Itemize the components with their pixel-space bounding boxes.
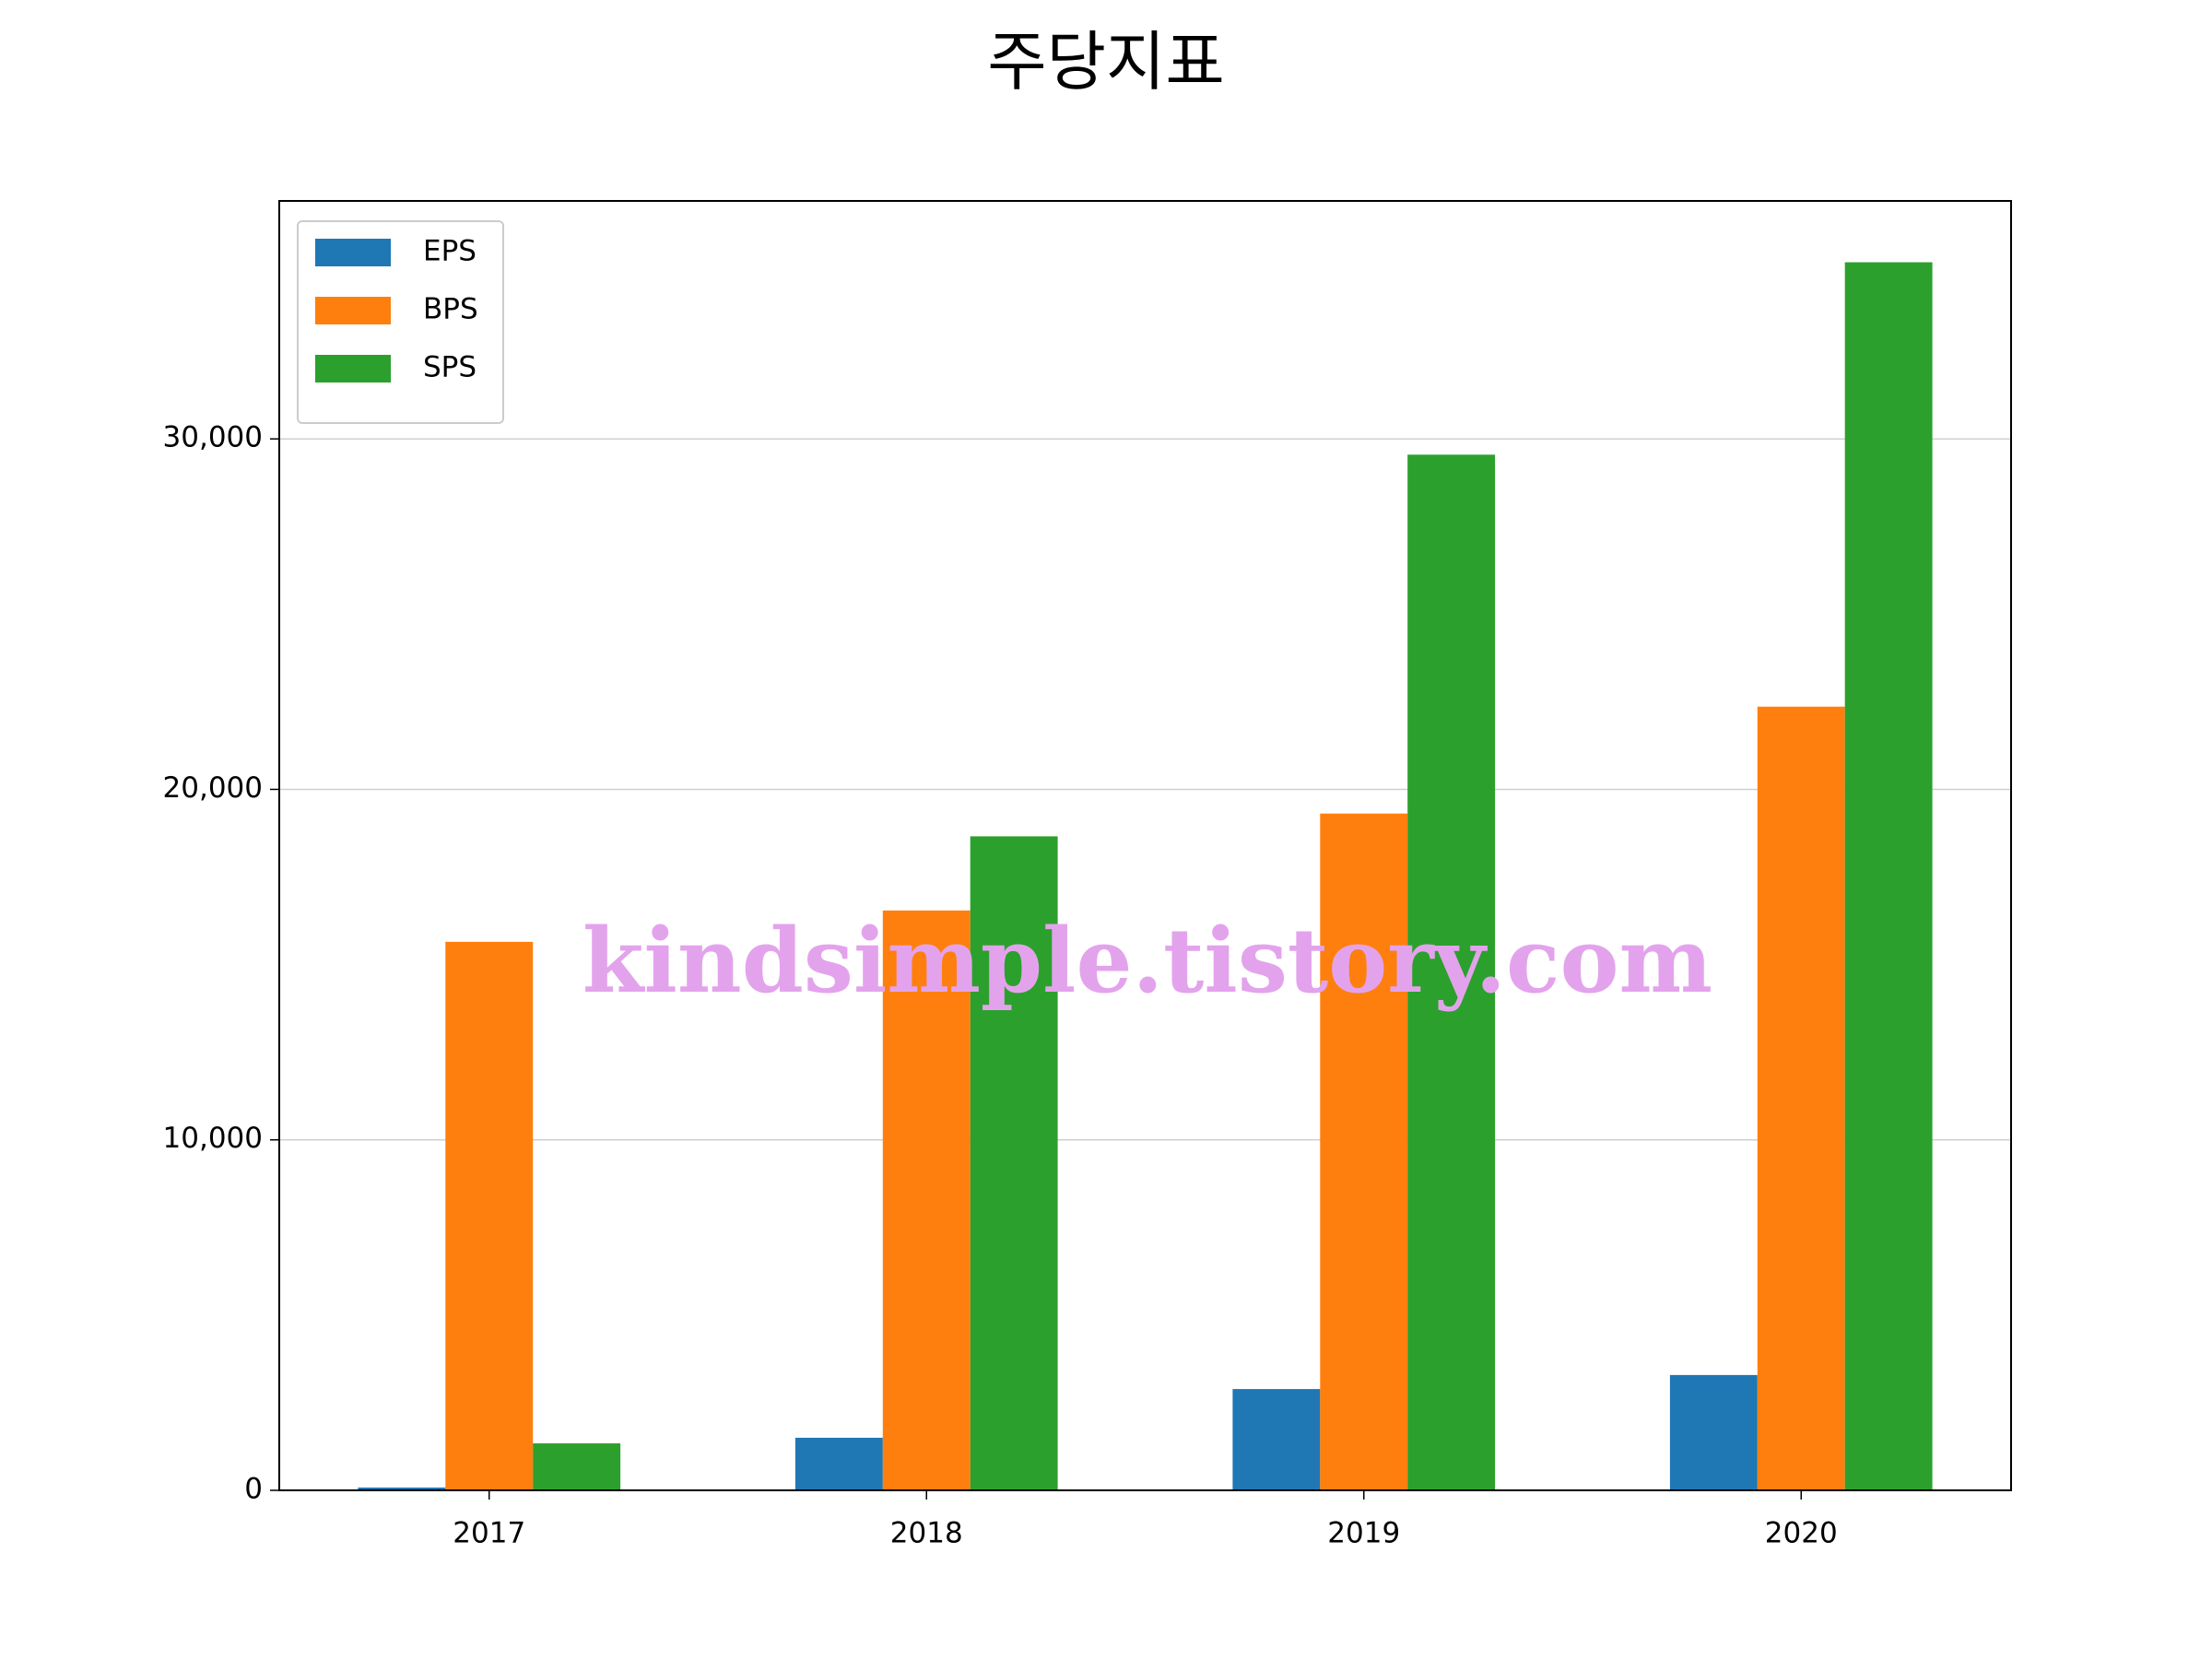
y-tick-label: 10,000 bbox=[163, 1122, 263, 1155]
legend-label: SPS bbox=[423, 351, 477, 384]
legend-label: BPS bbox=[423, 293, 478, 326]
x-tick-label: 2018 bbox=[890, 1517, 963, 1550]
bar bbox=[1757, 706, 1845, 1490]
legend-swatch bbox=[315, 239, 391, 266]
bar bbox=[358, 1487, 446, 1490]
bar bbox=[1232, 1389, 1321, 1490]
x-tick-label: 2017 bbox=[453, 1517, 525, 1550]
x-tick-label: 2019 bbox=[1327, 1517, 1400, 1550]
watermark: kindsimple.tistory.com bbox=[582, 909, 1712, 1013]
bar bbox=[1320, 813, 1408, 1490]
chart-title: 주당지표 bbox=[987, 24, 1225, 100]
bar bbox=[533, 1443, 621, 1490]
legend: EPS BPS SPS bbox=[297, 220, 504, 424]
bar bbox=[794, 1437, 883, 1490]
bar bbox=[445, 941, 534, 1490]
legend-label: EPS bbox=[423, 235, 477, 268]
bar bbox=[1844, 262, 1933, 1490]
x-tick-label: 2020 bbox=[1765, 1517, 1838, 1550]
bar bbox=[1407, 454, 1496, 1490]
y-tick-label: 0 bbox=[244, 1473, 263, 1506]
legend-swatch bbox=[315, 297, 391, 324]
bar bbox=[882, 910, 971, 1490]
axes-frame bbox=[278, 200, 2012, 1491]
y-tick-label: 30,000 bbox=[163, 421, 263, 454]
bar bbox=[970, 836, 1058, 1490]
legend-swatch bbox=[315, 355, 391, 382]
bar bbox=[1669, 1374, 1758, 1490]
y-tick-label: 20,000 bbox=[163, 771, 263, 805]
